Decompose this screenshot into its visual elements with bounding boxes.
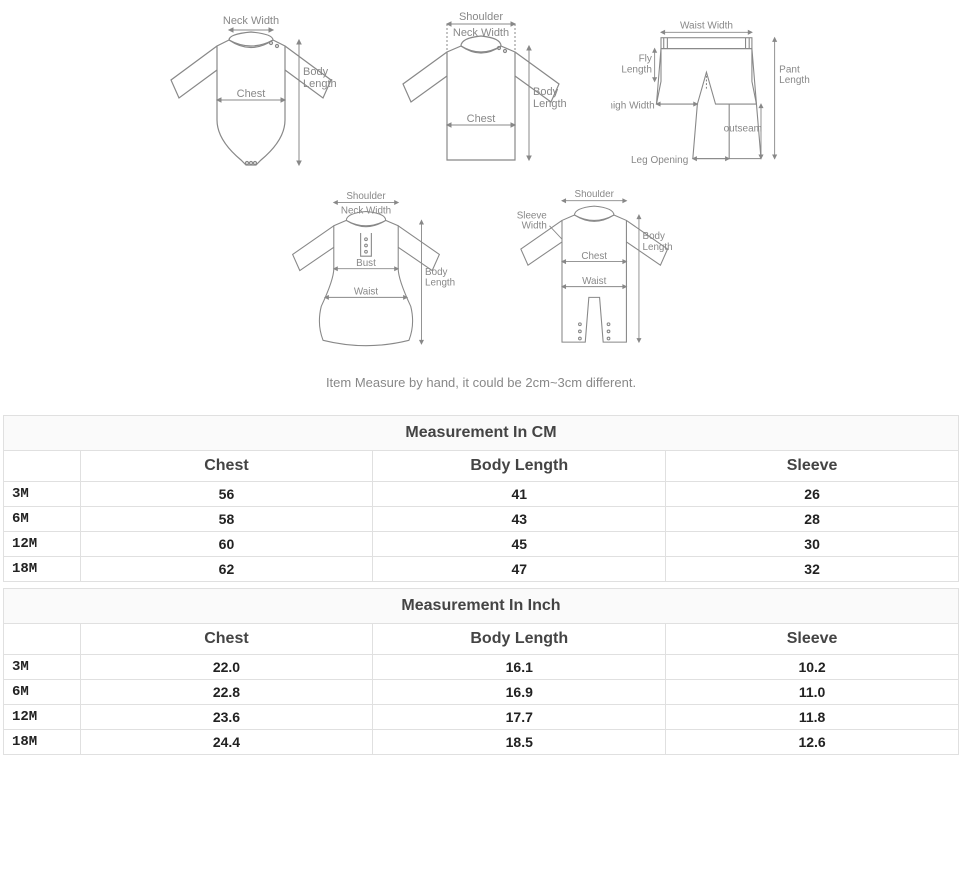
measurement-value: 16.1 bbox=[373, 655, 666, 680]
table-row: 6M584328 bbox=[4, 507, 959, 532]
label-neck-width: Neck Width bbox=[223, 15, 279, 27]
column-header: Sleeve bbox=[666, 451, 959, 482]
table-row: 3M22.016.110.2 bbox=[4, 655, 959, 680]
label-waist-3: Waist bbox=[354, 287, 378, 298]
measurement-value: 58 bbox=[80, 507, 373, 532]
label-shoulder-3: Shoulder bbox=[346, 191, 386, 202]
table-row: 12M604530 bbox=[4, 532, 959, 557]
label-outseam: outseam bbox=[724, 123, 762, 134]
measurement-value: 56 bbox=[80, 482, 373, 507]
measurement-value: 47 bbox=[373, 557, 666, 582]
tables-container: Measurement In CMChestBody LengthSleeve3… bbox=[0, 415, 962, 755]
measurement-note: Item Measure by hand, it could be 2cm~3c… bbox=[0, 375, 962, 390]
measurement-value: 41 bbox=[373, 482, 666, 507]
measurement-value: 22.8 bbox=[80, 680, 373, 705]
measurement-value: 10.2 bbox=[666, 655, 959, 680]
diagram-area: Neck Width Chest Body Length bbox=[0, 0, 962, 415]
table-row: 18M624732 bbox=[4, 557, 959, 582]
table-title: Measurement In CM bbox=[4, 416, 959, 451]
table-row: 6M22.816.911.0 bbox=[4, 680, 959, 705]
measurement-value: 30 bbox=[666, 532, 959, 557]
garment-bodysuit: Neck Width Chest Body Length bbox=[151, 10, 351, 180]
measurement-value: 16.9 bbox=[373, 680, 666, 705]
diagram-row-1: Neck Width Chest Body Length bbox=[0, 10, 962, 180]
label-chest-2: Chest bbox=[467, 113, 496, 125]
size-label: 3M bbox=[4, 655, 81, 680]
column-header: Chest bbox=[80, 451, 373, 482]
column-header: Chest bbox=[80, 624, 373, 655]
label-neck-width-3: Neck Width bbox=[341, 205, 391, 216]
label-body-length-3b: Length bbox=[425, 278, 455, 289]
label-leg-opening: Leg Opening bbox=[631, 155, 688, 166]
size-label: 6M bbox=[4, 680, 81, 705]
label-pant-length-a: Pant bbox=[779, 64, 800, 75]
label-pant-length-b: Length bbox=[779, 75, 810, 86]
measurement-value: 26 bbox=[666, 482, 959, 507]
column-header: Sleeve bbox=[666, 624, 959, 655]
measurement-value: 32 bbox=[666, 557, 959, 582]
measurement-value: 11.8 bbox=[666, 705, 959, 730]
size-label: 12M bbox=[4, 532, 81, 557]
label-shoulder-4: Shoulder bbox=[575, 190, 615, 200]
table-row: 3M564126 bbox=[4, 482, 959, 507]
measurement-value: 62 bbox=[80, 557, 373, 582]
label-neck-width-2: Neck Width bbox=[453, 27, 509, 39]
size-label: 12M bbox=[4, 705, 81, 730]
label-bust: Bust bbox=[356, 258, 376, 269]
measurement-value: 45 bbox=[373, 532, 666, 557]
label-fly-length-b: Length bbox=[621, 64, 652, 75]
measurement-value: 18.5 bbox=[373, 730, 666, 755]
measurement-value: 12.6 bbox=[666, 730, 959, 755]
table-title: Measurement In Inch bbox=[4, 589, 959, 624]
label-waist-width: Waist Width bbox=[680, 21, 733, 32]
label-waist-4: Waist bbox=[582, 276, 606, 287]
label-sleeve-width-b: Width bbox=[522, 220, 547, 231]
label-body-length-line1: Body bbox=[303, 66, 329, 78]
label-fly-length-a: Fly bbox=[639, 53, 652, 64]
label-body-length-4b: Length bbox=[643, 242, 673, 253]
size-table: Measurement In CMChestBody LengthSleeve3… bbox=[3, 415, 959, 582]
garment-pants: Waist Width Fly Length Thigh Width bbox=[611, 10, 811, 180]
garment-dress: Shoulder Neck Width Bust Wais bbox=[266, 190, 466, 360]
label-shoulder: Shoulder bbox=[459, 11, 503, 23]
measurement-value: 23.6 bbox=[80, 705, 373, 730]
size-label: 18M bbox=[4, 557, 81, 582]
size-label: 6M bbox=[4, 507, 81, 532]
label-chest: Chest bbox=[237, 88, 266, 100]
measurement-value: 17.7 bbox=[373, 705, 666, 730]
label-thigh-width: Thigh Width bbox=[611, 101, 655, 112]
label-body-length-2a: Body bbox=[533, 86, 559, 98]
label-chest-4: Chest bbox=[581, 251, 607, 262]
label-body-length-3a: Body bbox=[425, 267, 447, 278]
measurement-value: 22.0 bbox=[80, 655, 373, 680]
measurement-value: 28 bbox=[666, 507, 959, 532]
diagram-row-2: Shoulder Neck Width Bust Wais bbox=[0, 190, 962, 360]
column-header: Body Length bbox=[373, 624, 666, 655]
table-row: 18M24.418.512.6 bbox=[4, 730, 959, 755]
garment-romper: Shoulder Sleeve Width Chest bbox=[496, 190, 696, 360]
garment-shirt: Shoulder Neck Width Chest bbox=[381, 10, 581, 180]
size-table: Measurement In InchChestBody LengthSleev… bbox=[3, 588, 959, 755]
measurement-value: 11.0 bbox=[666, 680, 959, 705]
measurement-value: 60 bbox=[80, 532, 373, 557]
measurement-value: 43 bbox=[373, 507, 666, 532]
label-body-length-4a: Body bbox=[643, 231, 665, 242]
label-body-length-2b: Length bbox=[533, 98, 567, 110]
measurement-value: 24.4 bbox=[80, 730, 373, 755]
column-header bbox=[4, 624, 81, 655]
size-label: 18M bbox=[4, 730, 81, 755]
column-header bbox=[4, 451, 81, 482]
size-label: 3M bbox=[4, 482, 81, 507]
column-header: Body Length bbox=[373, 451, 666, 482]
table-row: 12M23.617.711.8 bbox=[4, 705, 959, 730]
label-body-length-line2: Length bbox=[303, 78, 337, 90]
